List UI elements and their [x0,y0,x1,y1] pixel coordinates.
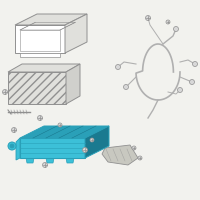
Circle shape [116,64,120,70]
Circle shape [192,62,198,66]
Polygon shape [65,14,87,53]
Polygon shape [8,64,80,72]
Circle shape [146,16,151,21]
Polygon shape [15,14,87,25]
Circle shape [38,116,42,120]
Circle shape [90,138,94,142]
Circle shape [124,84,128,90]
Circle shape [166,20,170,24]
Circle shape [8,142,16,150]
Circle shape [2,90,8,95]
Polygon shape [20,138,85,158]
Circle shape [178,88,182,92]
Circle shape [190,79,194,84]
Circle shape [58,123,62,127]
Polygon shape [66,64,80,104]
Circle shape [10,144,14,148]
Polygon shape [85,126,109,158]
Polygon shape [20,53,60,57]
Polygon shape [20,126,109,138]
Polygon shape [8,72,66,104]
Circle shape [138,156,142,160]
Circle shape [132,146,136,150]
Circle shape [42,162,48,168]
Polygon shape [46,158,54,163]
Polygon shape [66,158,74,163]
Circle shape [174,26,179,31]
Polygon shape [15,25,65,53]
Polygon shape [26,158,34,163]
Polygon shape [16,138,20,160]
Polygon shape [102,145,138,165]
Circle shape [12,128,16,132]
Circle shape [83,148,88,152]
